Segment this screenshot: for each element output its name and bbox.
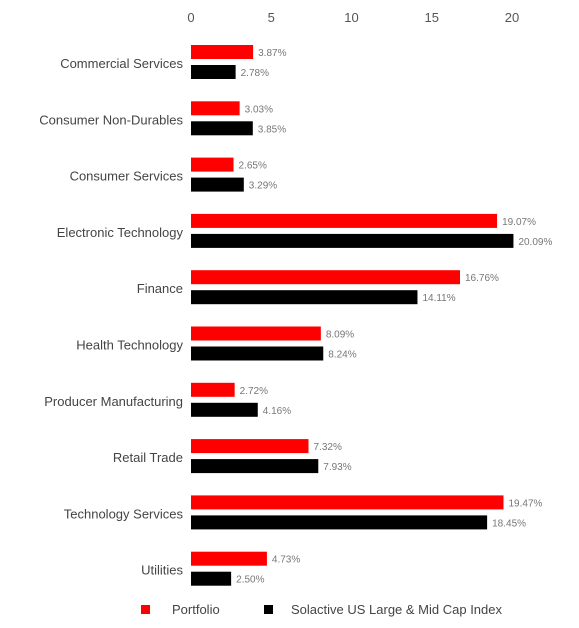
index-value-label: 18.45% (492, 518, 526, 529)
portfolio-bar (191, 45, 254, 59)
portfolio-bar (191, 495, 504, 510)
portfolio-bar (191, 213, 498, 228)
index-bar (191, 571, 232, 586)
legend-swatch-portfolio (141, 605, 150, 614)
bar-group-health-technology: Health Technology 8.09% 8.24% (76, 326, 357, 361)
x-tick-label-0: 0 (187, 10, 194, 25)
x-axis-ticks: 0 5 10 15 20 (187, 10, 519, 25)
portfolio-value-label: 7.32% (313, 442, 341, 453)
category-label: Consumer Services (70, 169, 184, 184)
index-value-label: 4.16% (263, 406, 291, 417)
category-label: Utilities (141, 563, 183, 578)
portfolio-value-label: 16.76% (465, 273, 499, 284)
portfolio-value-label: 19.07% (502, 217, 536, 228)
portfolio-value-label: 8.09% (326, 330, 354, 341)
category-label: Health Technology (76, 338, 183, 353)
x-tick-label-15: 15 (425, 10, 439, 25)
index-bar (191, 402, 258, 417)
portfolio-value-label: 3.87% (258, 48, 286, 59)
index-bar (191, 515, 488, 530)
category-label: Finance (137, 281, 183, 296)
index-bar (191, 177, 244, 192)
index-value-label: 2.78% (241, 68, 269, 79)
bar-group-producer-manufacturing: Producer Manufacturing 2.72% 4.16% (44, 382, 291, 417)
portfolio-bar (191, 551, 267, 566)
x-tick-label-10: 10 (344, 10, 358, 25)
portfolio-value-label: 2.72% (240, 386, 268, 397)
bar-groups: Commercial Services 3.87% 2.78% Consumer No… (39, 45, 552, 586)
category-label: Technology Services (64, 506, 184, 521)
legend-label-portfolio: Portfolio (172, 602, 220, 617)
index-bar (191, 346, 324, 361)
bar-group-finance: Finance 16.76% 14.11% (137, 270, 499, 305)
portfolio-value-label: 3.03% (245, 104, 273, 115)
portfolio-bar (191, 101, 240, 116)
category-label: Commercial Services (60, 56, 183, 71)
portfolio-bar (191, 157, 234, 172)
index-value-label: 8.24% (328, 350, 356, 361)
portfolio-value-label: 19.47% (508, 498, 542, 509)
legend: Portfolio Solactive US Large & Mid Cap I… (141, 602, 502, 617)
index-bar (191, 459, 319, 474)
portfolio-value-label: 2.65% (239, 161, 267, 172)
category-label: Electronic Technology (57, 225, 184, 240)
portfolio-bar (191, 326, 321, 341)
index-value-label: 20.09% (518, 237, 552, 248)
bar-group-technology-services: Technology Services 19.47% 18.45% (64, 495, 543, 530)
index-bar (191, 121, 253, 136)
bar-group-consumer-services: Consumer Services 2.65% 3.29% (70, 157, 277, 192)
bar-group-commercial-services: Commercial Services 3.87% 2.78% (60, 45, 287, 79)
legend-swatch-index (264, 605, 273, 614)
x-tick-label-5: 5 (268, 10, 275, 25)
index-bar (191, 65, 236, 79)
category-label: Consumer Non-Durables (39, 112, 183, 127)
index-value-label: 14.11% (422, 293, 455, 304)
category-label: Producer Manufacturing (44, 394, 183, 409)
bar-group-retail-trade: Retail Trade 7.32% 7.93% (113, 439, 352, 474)
legend-label-index: Solactive US Large & Mid Cap Index (291, 602, 502, 617)
bar-group-consumer-non-durables: Consumer Non-Durables 3.03% 3.85% (39, 101, 286, 136)
x-tick-label-20: 20 (505, 10, 519, 25)
bar-group-utilities: Utilities 4.73% 2.50% (141, 551, 300, 586)
index-value-label: 2.50% (236, 575, 264, 586)
index-value-label: 7.93% (323, 462, 351, 473)
index-bar (191, 233, 514, 248)
category-label: Retail Trade (113, 450, 183, 465)
index-bar (191, 290, 418, 305)
index-value-label: 3.85% (258, 124, 286, 135)
portfolio-bar (191, 439, 309, 454)
portfolio-bar (191, 382, 235, 397)
portfolio-bar (191, 270, 460, 285)
portfolio-value-label: 4.73% (272, 555, 300, 566)
index-value-label: 3.29% (249, 181, 277, 192)
bar-group-electronic-technology: Electronic Technology 19.07% 20.09% (57, 213, 552, 248)
